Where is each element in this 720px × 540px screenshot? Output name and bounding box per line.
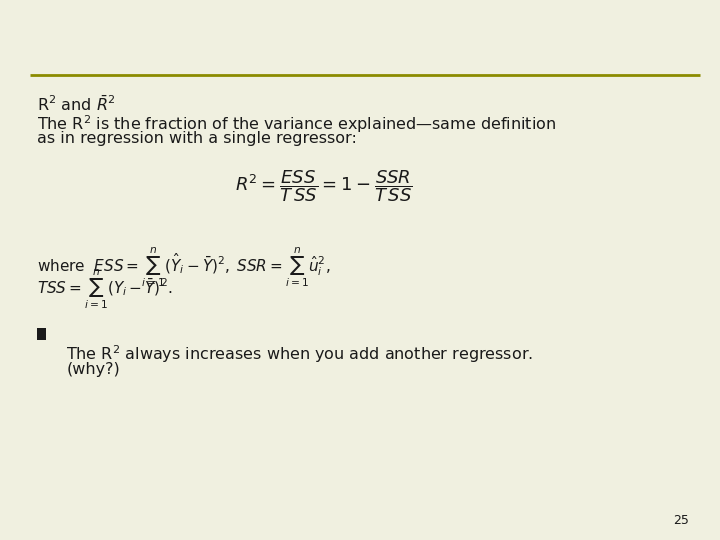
Text: (why?): (why?)	[66, 362, 120, 377]
Text: 25: 25	[673, 514, 689, 526]
Text: The R$^2$ always increases when you add another regressor.: The R$^2$ always increases when you add …	[66, 343, 534, 364]
Text: The R$^2$ is the fraction of the variance explained—same definition: The R$^2$ is the fraction of the varianc…	[37, 113, 557, 135]
Bar	[37, 328, 46, 340]
Text: where  $ESS = \sum_{i=1}^{n}(\hat{Y}_i - \bar{Y})^2,\; SSR = \sum_{i=1}^{n}\hat{: where $ESS = \sum_{i=1}^{n}(\hat{Y}_i - …	[37, 246, 331, 289]
Text: as in regression with a single regressor:: as in regression with a single regressor…	[37, 131, 357, 146]
Text: R$^2$ and $\bar{R}^2$: R$^2$ and $\bar{R}^2$	[37, 94, 116, 114]
Text: $R^2 = \dfrac{ESS}{T\,SS} = 1 - \dfrac{SSR}{T\,SS}$: $R^2 = \dfrac{ESS}{T\,SS} = 1 - \dfrac{S…	[235, 168, 413, 204]
Text: $TSS = \sum_{i=1}^{n}(Y_i - \bar{Y})^2.$: $TSS = \sum_{i=1}^{n}(Y_i - \bar{Y})^2.$	[37, 267, 173, 310]
